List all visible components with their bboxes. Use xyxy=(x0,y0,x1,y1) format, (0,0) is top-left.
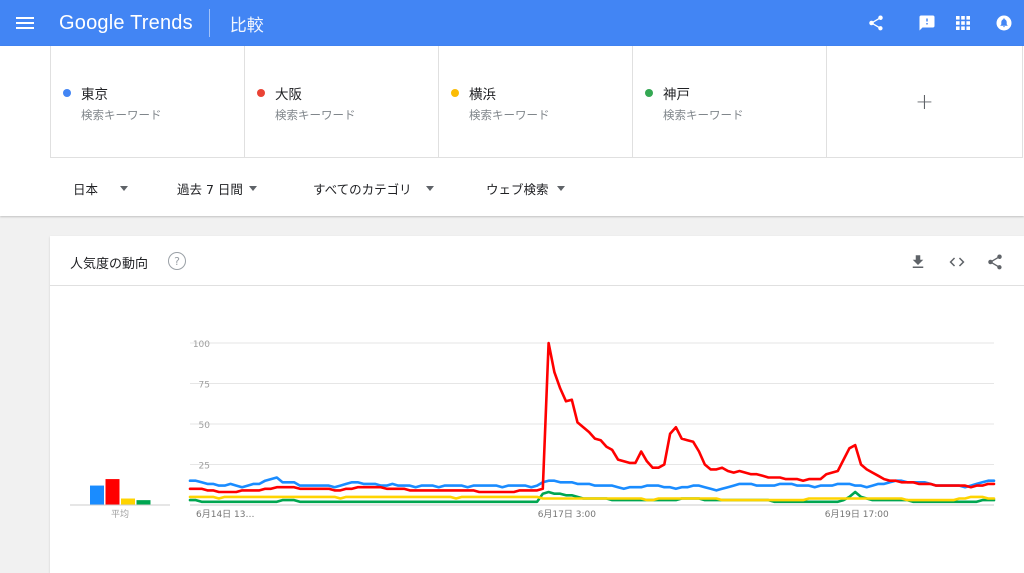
average-bar[interactable] xyxy=(136,500,151,505)
menu-icon[interactable] xyxy=(16,16,36,30)
keyword-card-3[interactable]: 横浜 検索キーワード xyxy=(438,46,632,158)
feedback-icon[interactable] xyxy=(917,13,937,33)
card-title: 人気度の動向 xyxy=(70,257,149,272)
keyword-row: 東京 検索キーワード 大阪 検索キーワード 横浜 検索キーワード 神戸 検索キー… xyxy=(50,46,1023,158)
series-line[interactable] xyxy=(188,476,996,492)
category-filter[interactable]: すべてのカテゴリ xyxy=(313,179,434,198)
x-tick-label: 6月19日 17:00 xyxy=(825,509,889,520)
logo-divider xyxy=(208,9,210,37)
y-tick-label: 50 xyxy=(199,421,211,431)
keyword-type: 検索キーワード xyxy=(275,108,356,122)
y-tick-label: 25 xyxy=(199,462,210,472)
keyword-term[interactable]: 大阪 xyxy=(275,87,302,103)
y-tick-label: 75 xyxy=(199,381,210,391)
add-icon: + xyxy=(915,89,934,115)
series-color-dot xyxy=(645,89,653,97)
chevron-down-icon xyxy=(425,186,434,191)
region-filter[interactable]: 日本 xyxy=(73,179,129,198)
series-color-dot xyxy=(63,89,71,97)
chevron-down-icon xyxy=(556,186,565,191)
chevron-down-icon xyxy=(248,186,257,191)
apps-icon[interactable] xyxy=(953,13,973,33)
x-axis-labels: 6月14日 13… 6月17日 3:00 6月19日 17:00 xyxy=(196,509,889,520)
x-tick-label: 6月14日 13… xyxy=(196,509,255,520)
series-line[interactable] xyxy=(188,495,996,502)
category-filter-label: すべてのカテゴリ xyxy=(313,182,412,197)
search-type-filter[interactable]: ウェブ検索 xyxy=(486,179,565,198)
card-header: 人気度の動向 ? xyxy=(50,236,1024,286)
average-label: 平均 xyxy=(111,508,129,520)
series-lines xyxy=(188,341,996,504)
series-color-dot xyxy=(451,89,459,97)
interest-chart: 100 75 50 25 平均 6月14日 13… 6月17日 3:00 6月19日 17… xyxy=(70,340,996,520)
notifications-icon[interactable] xyxy=(994,13,1014,33)
share-icon[interactable] xyxy=(866,13,886,33)
top-actions xyxy=(866,0,1024,46)
embed-icon[interactable] xyxy=(947,252,967,272)
keyword-term[interactable]: 横浜 xyxy=(469,87,496,103)
add-comparison-button[interactable]: + xyxy=(826,46,1023,158)
app-bar: Google Trends 比較 xyxy=(0,0,1024,46)
keyword-type: 検索キーワード xyxy=(469,108,550,122)
keyword-term[interactable]: 東京 xyxy=(81,87,108,103)
average-bar[interactable] xyxy=(121,498,135,505)
keyword-type: 検索キーワード xyxy=(663,108,744,122)
y-tick-label: 100 xyxy=(193,340,210,350)
comparison-panel: 東京 検索キーワード 大阪 検索キーワード 横浜 検索キーワード 神戸 検索キー… xyxy=(0,46,1024,216)
keyword-card-2[interactable]: 大阪 検索キーワード xyxy=(244,46,438,158)
average-bar[interactable] xyxy=(105,479,120,505)
x-tick-label: 6月17日 3:00 xyxy=(538,509,597,520)
period-filter[interactable]: 過去 7 日間 xyxy=(177,179,257,198)
keyword-card-4[interactable]: 神戸 検索キーワード xyxy=(632,46,826,158)
help-icon[interactable]: ? xyxy=(168,252,186,270)
interest-over-time-card: 人気度の動向 ? 100 75 50 25 平均 6月14日 13… 6月17日 3:0… xyxy=(50,236,1024,573)
y-axis-labels: 100 75 50 25 xyxy=(193,340,210,472)
keyword-term[interactable]: 神戸 xyxy=(663,87,690,103)
page-title: 比較 xyxy=(229,15,264,36)
chevron-down-icon xyxy=(120,186,129,191)
series-line[interactable] xyxy=(188,341,996,494)
download-icon[interactable] xyxy=(908,252,928,272)
keyword-type: 検索キーワード xyxy=(81,108,162,122)
period-filter-label: 過去 7 日間 xyxy=(177,182,243,197)
region-filter-label: 日本 xyxy=(73,182,99,197)
series-color-dot xyxy=(257,89,265,97)
search-type-filter-label: ウェブ検索 xyxy=(486,182,549,197)
average-bars: 平均 xyxy=(70,479,170,520)
share-icon[interactable] xyxy=(985,252,1005,272)
average-bar[interactable] xyxy=(90,485,104,505)
chart-gridlines xyxy=(190,342,994,506)
google-trends-logo[interactable]: Google Trends xyxy=(59,11,193,34)
keyword-card-1[interactable]: 東京 検索キーワード xyxy=(50,46,244,158)
